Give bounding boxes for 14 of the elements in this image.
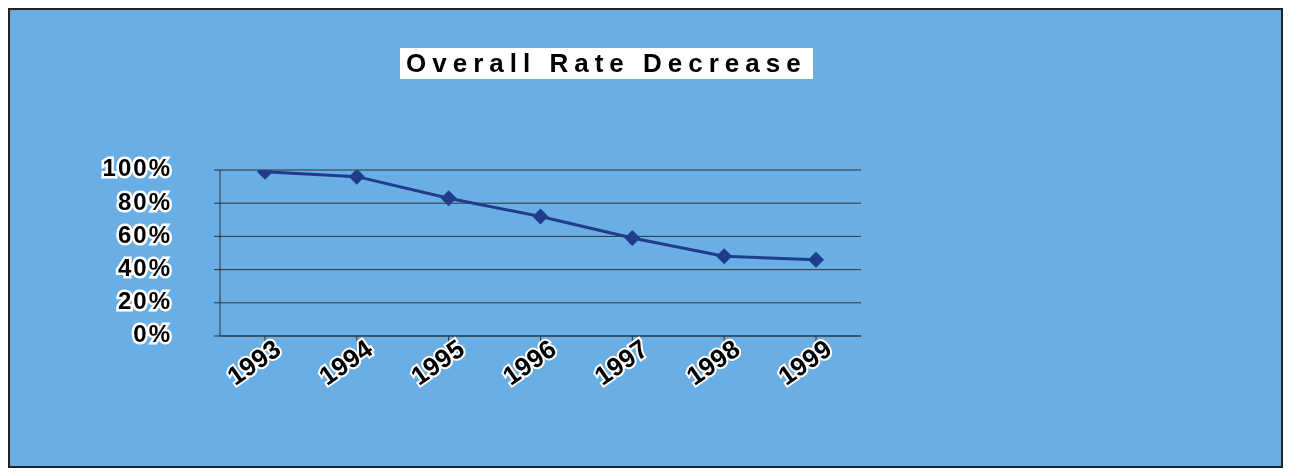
y-tick-label: 80% [117, 187, 172, 215]
x-tick-label: 1999 [772, 333, 838, 392]
y-tick-label: 100% [102, 154, 172, 182]
point [348, 170, 365, 185]
point [808, 251, 824, 268]
point [624, 230, 641, 247]
point [440, 190, 457, 207]
point [532, 208, 549, 225]
y-tick-label: 40% [117, 253, 172, 281]
y-tick-label: 0% [133, 320, 172, 348]
chart-title: Overall Rate Decrease [400, 48, 813, 79]
point [716, 248, 733, 265]
y-tick-label: 20% [117, 287, 172, 315]
y-tick-label: 60% [117, 220, 172, 248]
